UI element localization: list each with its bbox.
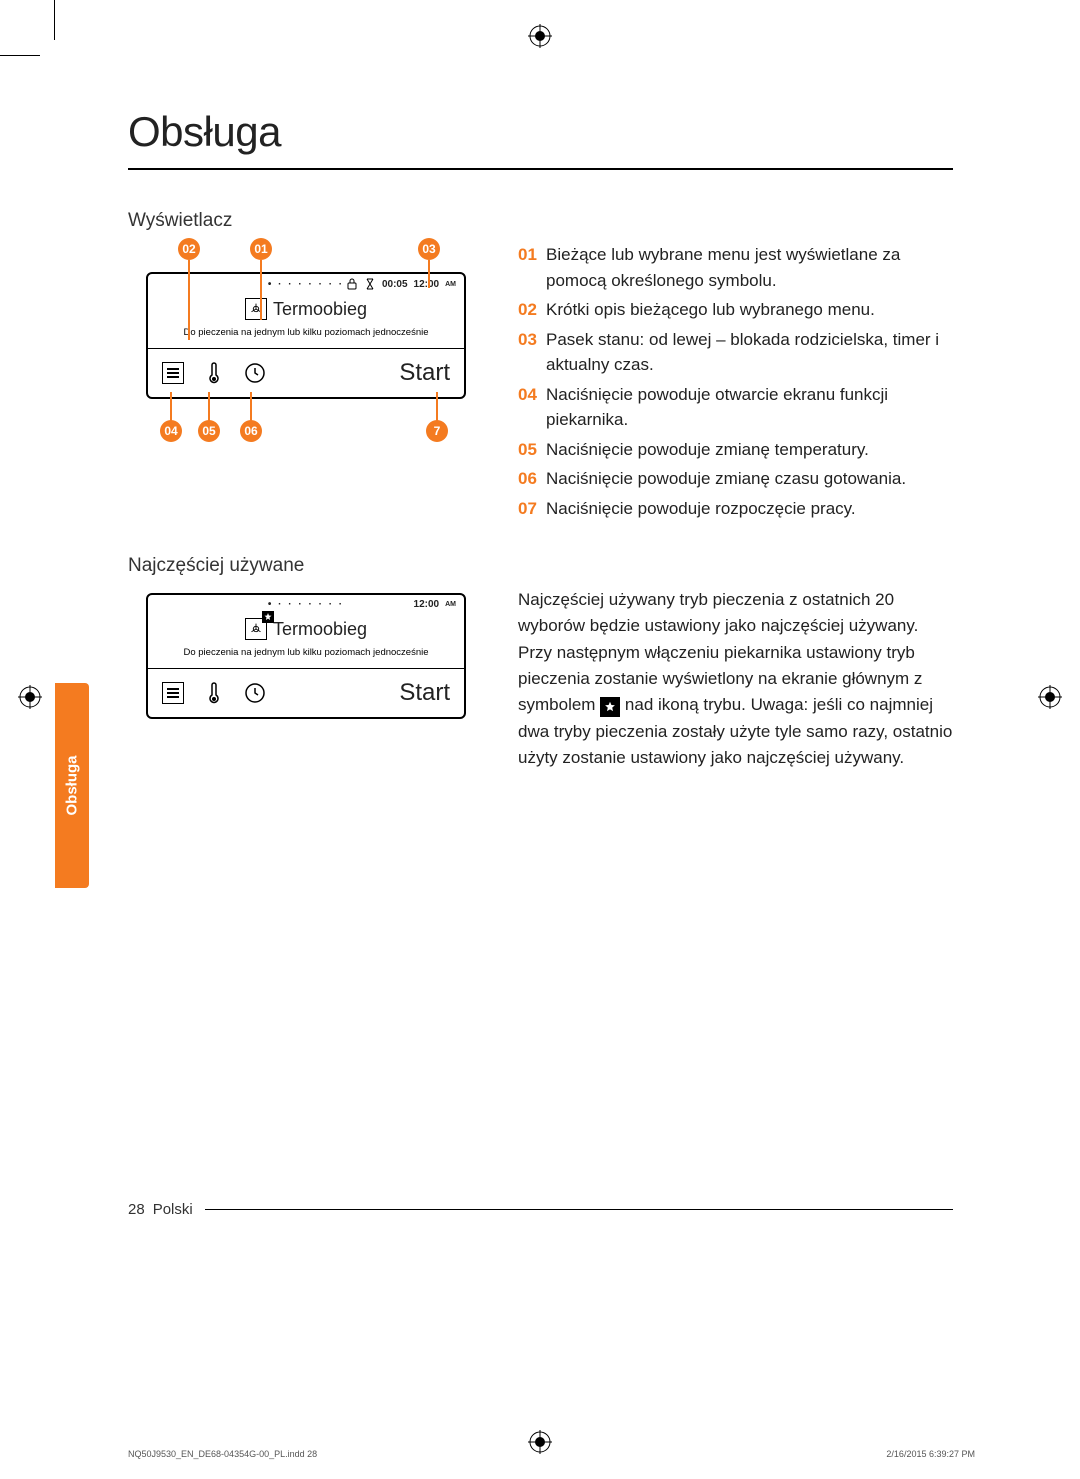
desc-item: 01Bieżące lub wybrane menu jest wyświetl… — [518, 242, 953, 293]
status-clock-suffix: AM — [445, 281, 456, 288]
page-title: Obsługa — [128, 108, 953, 170]
section2-paragraph: Najczęściej używany tryb pieczenia z ost… — [518, 587, 953, 771]
page-number: 28 — [128, 1201, 145, 1218]
status-bar-2: • · · · · · · · 12:00 AM — [148, 595, 464, 612]
button-row: Start — [148, 349, 464, 397]
callout-03: 03 — [418, 238, 440, 260]
clock-button[interactable] — [244, 682, 266, 704]
callout-07: 7 — [426, 420, 448, 442]
page-footer: 28 Polski — [128, 1201, 953, 1218]
page-language: Polski — [153, 1201, 193, 1218]
status-bar: • · · · · · · · 00:05 12:00 AM — [148, 274, 464, 292]
hourglass-icon — [364, 278, 376, 290]
desc-item: 05Naciśnięcie powoduje zmianę temperatur… — [518, 437, 953, 463]
desc-item: 04Naciśnięcie powoduje otwarcie ekranu f… — [518, 382, 953, 433]
callout-04: 04 — [160, 420, 182, 442]
callout-01: 01 — [250, 238, 272, 260]
status-timer: 00:05 — [382, 279, 408, 290]
side-tab: Obsługa — [55, 683, 89, 888]
lock-icon — [346, 278, 358, 290]
mode-desc: Do pieczenia na jednym lub kilku pozioma… — [154, 327, 458, 338]
imprint-filename: NQ50J9530_EN_DE68-04354G-00_PL.indd 28 — [128, 1449, 317, 1459]
callout-02: 02 — [178, 238, 200, 260]
callout-descriptions: 01Bieżące lub wybrane menu jest wyświetl… — [518, 242, 953, 521]
temperature-button[interactable] — [206, 681, 222, 705]
convection-icon — [245, 618, 267, 640]
callout-05: 05 — [198, 420, 220, 442]
display-diagram-1: 02 01 03 • · · · · · · · — [128, 242, 488, 445]
imprint-timestamp: 2/16/2015 6:39:27 PM — [886, 1449, 975, 1459]
desc-item: 02Krótki opis bieżącego lub wybranego me… — [518, 297, 953, 323]
display-main: Termoobieg Do pieczenia na jednym lub ki… — [148, 292, 464, 342]
menu-button[interactable] — [162, 682, 184, 704]
desc-item: 03Pasek stanu: od lewej – blokada rodzic… — [518, 327, 953, 378]
status-clock-suffix: AM — [445, 601, 456, 608]
temperature-button[interactable] — [206, 361, 222, 385]
display-diagram-2: • · · · · · · · 12:00 AM Te — [128, 587, 488, 725]
mode-desc: Do pieczenia na jednym lub kilku pozioma… — [154, 647, 458, 658]
mode-name: Termoobieg — [273, 619, 367, 640]
display-frame-1: • · · · · · · · 00:05 12:00 AM — [146, 272, 466, 399]
start-button[interactable]: Start — [399, 679, 450, 707]
callout-06: 06 — [240, 420, 262, 442]
menu-button[interactable] — [162, 362, 184, 384]
clock-button[interactable] — [244, 362, 266, 384]
desc-item: 06Naciśnięcie powoduje zmianę czasu goto… — [518, 466, 953, 492]
imprint-footer: NQ50J9530_EN_DE68-04354G-00_PL.indd 28 2… — [128, 1449, 975, 1459]
favorite-star-icon — [600, 697, 620, 717]
start-button[interactable]: Start — [399, 359, 450, 387]
convection-icon — [245, 298, 267, 320]
display-main-2: Termoobieg Do pieczenia na jednym lub ki… — [148, 612, 464, 662]
side-tab-label: Obsługa — [64, 755, 81, 815]
section1-label: Wyświetlacz — [128, 210, 953, 232]
page-content: Obsługa Obsługa Wyświetlacz 02 01 03 • ·… — [128, 108, 953, 1348]
mode-name: Termoobieg — [273, 299, 367, 320]
favorite-star-icon — [262, 611, 274, 623]
section2-label: Najczęściej używane — [128, 555, 953, 577]
page-indicator-dots: • · · · · · · · — [268, 599, 344, 610]
status-clock: 12:00 — [414, 599, 440, 610]
desc-item: 07Naciśnięcie powoduje rozpoczęcie pracy… — [518, 496, 953, 522]
display-frame-2: • · · · · · · · 12:00 AM Te — [146, 593, 466, 719]
status-clock: 12:00 — [414, 279, 440, 290]
page-indicator-dots: • · · · · · · · — [268, 279, 344, 290]
button-row-2: Start — [148, 669, 464, 717]
